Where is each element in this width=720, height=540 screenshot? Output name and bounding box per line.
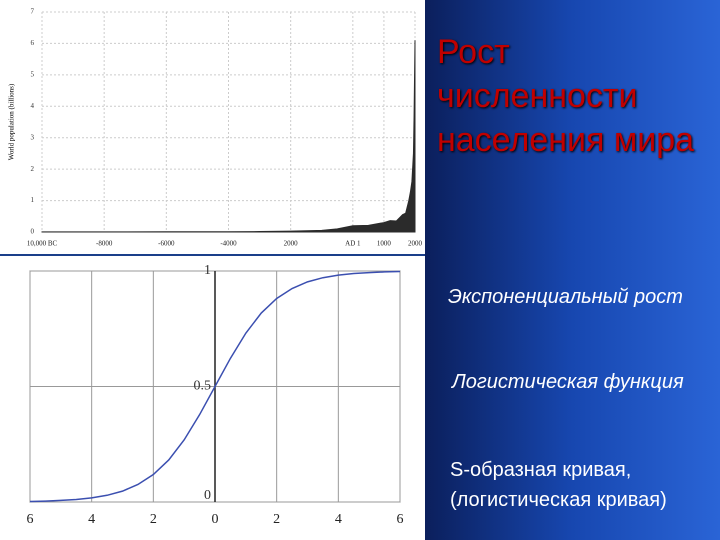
x-tick-label: 4 xyxy=(88,512,95,527)
x-tick-label: 6 xyxy=(397,512,404,527)
x-tick-label: AD 1 xyxy=(345,240,361,248)
x-tick-label: -8000 xyxy=(96,240,113,248)
x-tick-label: 1000 xyxy=(377,240,392,248)
slide-title: Рост численности населения мира xyxy=(437,33,695,159)
y-tick-label: 1 xyxy=(204,263,211,278)
y-tick-label: 5 xyxy=(31,70,35,78)
y-tick-label: 6 xyxy=(31,39,35,47)
y-tick-label: 1 xyxy=(31,196,35,204)
x-tick-label: 2 xyxy=(150,512,157,527)
x-tick-label: 6 xyxy=(27,512,34,527)
y-tick-label: 0 xyxy=(31,228,35,236)
y-tick-label: 4 xyxy=(31,102,35,110)
y-tick-label: 0.5 xyxy=(194,379,212,394)
item: Экспоненциальный рост xyxy=(448,286,683,308)
area xyxy=(41,40,416,233)
x-tick-label: 2000 xyxy=(284,240,299,248)
x-tick-label: -4000 xyxy=(220,240,237,248)
line xyxy=(29,270,401,503)
y-axis-label: World population (billions) xyxy=(8,83,16,160)
y-tick-label: 3 xyxy=(31,133,35,141)
x-tick-label: -6000 xyxy=(158,240,175,248)
side-panel xyxy=(425,0,720,540)
y-tick-label: 2 xyxy=(31,165,35,173)
x-tick-label: 10,000 BC xyxy=(27,240,58,248)
x-tick-label: 0 xyxy=(212,512,219,527)
x-tick-label: 2 xyxy=(273,512,280,527)
item: S-образная кривая, (логистическая кривая… xyxy=(450,459,667,511)
y-tick-label: 7 xyxy=(31,8,35,16)
x-tick-label: 4 xyxy=(335,512,342,527)
item: Логистическая функция xyxy=(452,371,684,393)
x-tick-label: 2000 xyxy=(408,240,423,248)
y-tick-label: 0 xyxy=(204,488,211,503)
